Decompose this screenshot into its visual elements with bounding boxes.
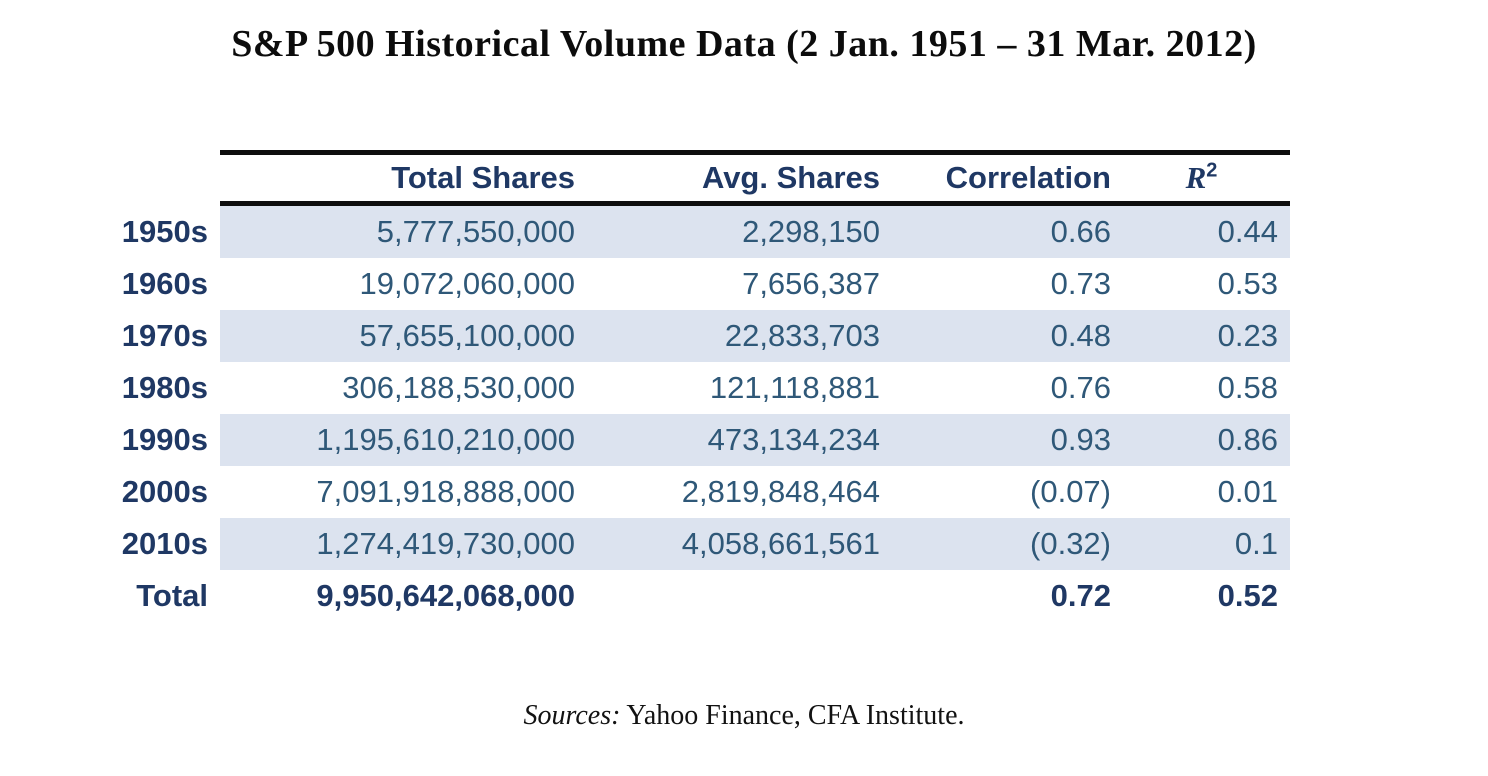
row-label: 1960s [121,266,208,301]
table-header-row: Total Shares Avg. Shares Correlation R2 [75,155,1290,201]
correlation-value: (0.32) [900,518,1125,570]
row-label: 1970s [121,318,208,353]
avg-shares-value: 121,118,881 [709,370,880,405]
column-header-correlation: Correlation [945,160,1111,195]
total-shares-value: 9,950,642,068,000 [316,578,575,613]
total-shares-value: 7,091,918,888,000 [316,474,575,509]
r-squared-value: 0.86 [1125,414,1290,466]
avg-shares-value: 22,833,703 [600,310,900,362]
correlation-value: 0.72 [1050,578,1111,613]
row-label: 2000s [121,474,208,509]
table-row: 2010s 1,274,419,730,000 4,058,661,561 (0… [75,518,1290,570]
r-squared-base: R [1185,160,1207,195]
correlation-value: 0.66 [900,206,1125,258]
avg-shares-value: 473,134,234 [600,414,900,466]
total-shares-value: 1,195,610,210,000 [220,414,600,466]
header-spacer [75,155,220,201]
avg-shares-value: 2,298,150 [600,206,900,258]
table-row: 1980s 306,188,530,000 121,118,881 0.76 0… [75,362,1290,414]
correlation-value: 0.76 [1050,370,1111,405]
r-squared-exponent: 2 [1206,159,1218,182]
total-shares-value: 19,072,060,000 [359,266,576,301]
r-squared-value: 0.23 [1125,310,1290,362]
source-note-prefix: Sources: [523,700,621,731]
r-squared-value: 0.44 [1125,206,1290,258]
avg-shares-value: 2,819,848,464 [681,474,880,509]
table-top-rule [220,150,1290,155]
table-row: 1970s 57,655,100,000 22,833,703 0.48 0.2… [75,310,1290,362]
r-squared-value: 0.52 [1217,578,1278,613]
column-header-total-shares: Total Shares [391,160,575,195]
total-shares-value: 5,777,550,000 [220,206,600,258]
column-header-avg-shares: Avg. Shares [701,160,880,195]
volume-data-table: Total Shares Avg. Shares Correlation R2 … [75,150,1290,622]
r-squared-value: 0.53 [1217,266,1278,301]
total-shares-value: 57,655,100,000 [220,310,600,362]
source-note-text: Yahoo Finance, CFA Institute. [620,700,965,731]
row-label: 1990s [121,422,208,457]
table-total-row: Total 9,950,642,068,000 0.72 0.52 [75,570,1290,622]
total-shares-value: 306,188,530,000 [342,370,575,405]
row-label: 1950s [121,214,208,249]
table-header-rule [220,201,1290,206]
avg-shares-value: 4,058,661,561 [600,518,900,570]
total-shares-value: 1,274,419,730,000 [220,518,600,570]
row-label: 2010s [121,526,208,561]
row-label: 1980s [121,370,208,405]
table-row: 2000s 7,091,918,888,000 2,819,848,464 (0… [75,466,1290,518]
page-title: S&P 500 Historical Volume Data (2 Jan. 1… [231,23,1257,65]
table-row: 1960s 19,072,060,000 7,656,387 0.73 0.53 [75,258,1290,310]
source-note: Sources: Yahoo Finance, CFA Institute. [0,700,1488,732]
correlation-value: (0.07) [1030,474,1111,509]
r-squared-value: 0.58 [1217,370,1278,405]
avg-shares-value: 7,656,387 [742,266,880,301]
table-row: 1990s 1,195,610,210,000 473,134,234 0.93… [75,414,1290,466]
correlation-value: 0.73 [1050,266,1111,301]
avg-shares-value [600,570,900,622]
column-header-r-squared: R2 [1125,155,1290,201]
correlation-value: 0.48 [900,310,1125,362]
table-row: 1950s 5,777,550,000 2,298,150 0.66 0.44 [75,206,1290,258]
r-squared-value: 0.01 [1217,474,1278,509]
correlation-value: 0.93 [900,414,1125,466]
row-label: Total [136,578,208,613]
r-squared-value: 0.1 [1125,518,1290,570]
